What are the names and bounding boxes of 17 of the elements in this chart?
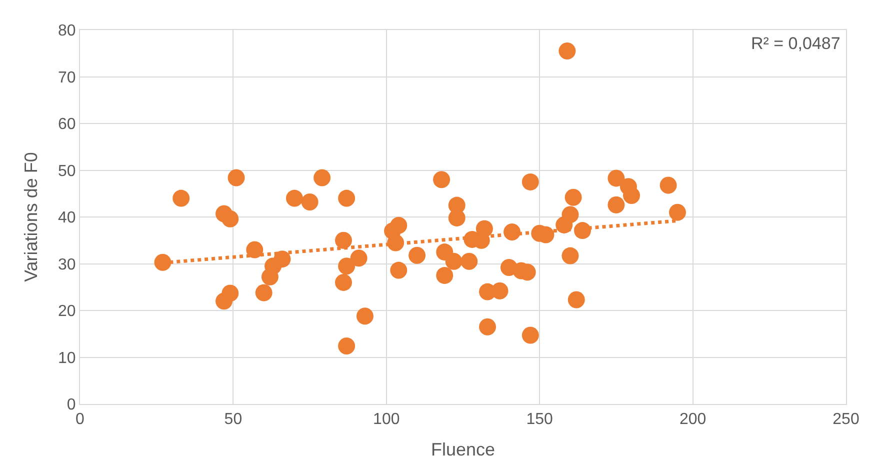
x-tick-label: 250 <box>832 411 860 428</box>
y-tick-label: 10 <box>58 350 76 367</box>
y-tick-label: 30 <box>58 256 76 274</box>
y-tick-label: 0 <box>66 396 76 414</box>
y-tick-label: 80 <box>58 22 76 40</box>
y-tick-label: 20 <box>58 303 76 320</box>
y-axis-title: Variations de F0 <box>21 152 42 282</box>
annotation: R² = 0,0487 <box>751 34 840 53</box>
x-tick-label: 100 <box>373 411 400 428</box>
x-tick-label: 150 <box>526 411 554 428</box>
y-tick-label: 40 <box>58 210 76 227</box>
y-tick-label: 50 <box>58 162 76 180</box>
x-tick-label: 200 <box>679 411 706 428</box>
x-axis-title: Fluence <box>430 439 496 460</box>
y-tick-label: 70 <box>58 69 76 86</box>
x-tick-label: 50 <box>224 411 242 428</box>
y-tick-label: 60 <box>58 116 76 134</box>
